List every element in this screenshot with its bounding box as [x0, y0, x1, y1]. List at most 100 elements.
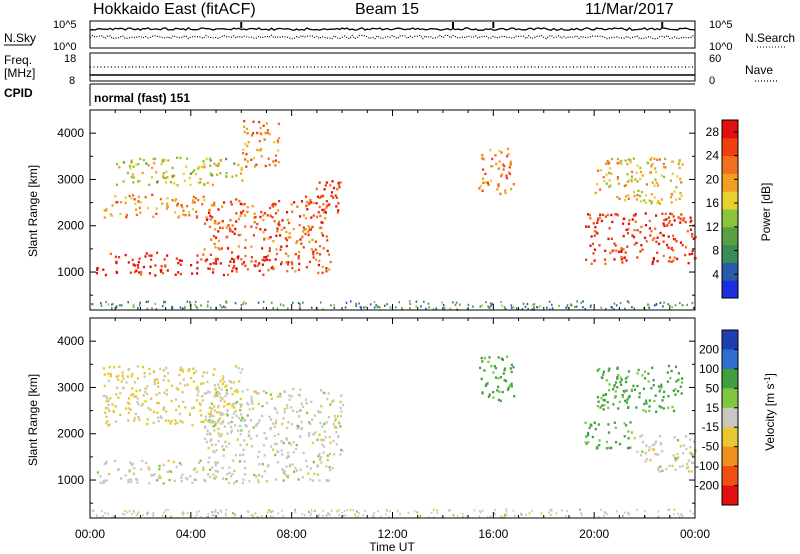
data-cell [109, 252, 112, 256]
data-cell [680, 392, 683, 395]
data-cell [315, 202, 318, 205]
data-cell [604, 393, 607, 396]
data-cell [271, 216, 274, 219]
power-colorbar-swatch [722, 155, 738, 174]
data-cell [148, 372, 151, 375]
data-cell [213, 405, 216, 408]
data-cell [210, 443, 214, 447]
data-cell [375, 304, 377, 307]
data-cell [636, 372, 639, 375]
data-cell [497, 167, 500, 170]
data-cell [278, 137, 281, 140]
data-cell [638, 392, 641, 395]
data-cell [610, 213, 613, 217]
data-cell [336, 188, 339, 191]
data-cell [134, 395, 137, 398]
data-cell [116, 386, 119, 389]
data-cell [674, 238, 677, 241]
data-cell [187, 369, 190, 372]
data-cell [261, 414, 264, 418]
data-cell [257, 301, 260, 304]
data-cell [132, 165, 135, 168]
data-cell [263, 237, 266, 240]
data-cell [140, 404, 143, 407]
data-cell [253, 165, 257, 168]
data-cell [148, 367, 151, 371]
data-cell [620, 159, 623, 163]
data-cell [147, 466, 150, 469]
data-cell [153, 473, 156, 476]
data-cell [136, 365, 139, 368]
data-cell [154, 157, 157, 161]
data-cell [124, 196, 127, 199]
data-cell [462, 516, 464, 519]
data-cell [262, 230, 265, 234]
data-cell [478, 515, 481, 518]
data-cell [635, 241, 638, 245]
data-cell [176, 202, 179, 206]
data-cell [257, 392, 260, 395]
data-cell [330, 509, 333, 512]
data-cell [114, 420, 117, 423]
data-cell [340, 410, 343, 413]
data-cell [328, 452, 332, 456]
data-cell [620, 162, 623, 166]
data-cell [667, 395, 670, 398]
data-cell [648, 199, 651, 202]
data-cell [139, 201, 142, 204]
data-cell [167, 372, 170, 375]
data-cell [263, 259, 266, 262]
data-cell [240, 413, 243, 416]
data-cell [603, 404, 606, 407]
data-cell [132, 306, 135, 309]
time-tick-label: 20:00 [579, 527, 609, 541]
data-cell [245, 425, 248, 428]
data-cell [633, 190, 636, 194]
data-cell [262, 218, 265, 222]
data-cell [307, 434, 311, 437]
data-cell [256, 479, 260, 482]
data-cell [682, 219, 685, 222]
data-cell [175, 387, 178, 390]
data-cell [684, 435, 688, 438]
data-cell [625, 401, 628, 404]
data-cell [555, 512, 558, 515]
data-cell [694, 235, 697, 239]
data-cell [243, 439, 246, 442]
data-cell [690, 453, 693, 456]
data-cell [338, 186, 341, 189]
data-cell [290, 261, 293, 264]
data-cell [285, 239, 289, 242]
data-cell [639, 194, 642, 198]
data-cell [615, 304, 618, 307]
data-cell [663, 166, 666, 169]
data-cell [635, 406, 638, 409]
data-cell [209, 306, 212, 309]
data-cell [256, 222, 259, 226]
data-cell [328, 435, 331, 439]
data-cell [318, 514, 320, 517]
data-cell [266, 214, 269, 217]
data-cell [655, 214, 658, 217]
data-cell [672, 215, 675, 218]
data-cell [598, 516, 600, 519]
data-cell [513, 395, 516, 398]
data-cell [281, 422, 284, 426]
data-cell [261, 463, 264, 466]
data-cell [497, 185, 500, 188]
data-cell [170, 399, 173, 403]
data-cell [232, 260, 235, 264]
data-cell [312, 253, 315, 256]
data-cell [239, 443, 242, 447]
data-cell [214, 443, 217, 446]
data-cell [650, 202, 653, 205]
data-cell [644, 410, 647, 413]
data-cell [218, 417, 222, 420]
data-cell [240, 212, 243, 215]
data-cell [373, 515, 375, 518]
data-cell [300, 420, 303, 424]
data-cell [478, 187, 481, 190]
power-colorbar-tick-label: 16 [706, 196, 720, 210]
data-cell [181, 307, 184, 310]
